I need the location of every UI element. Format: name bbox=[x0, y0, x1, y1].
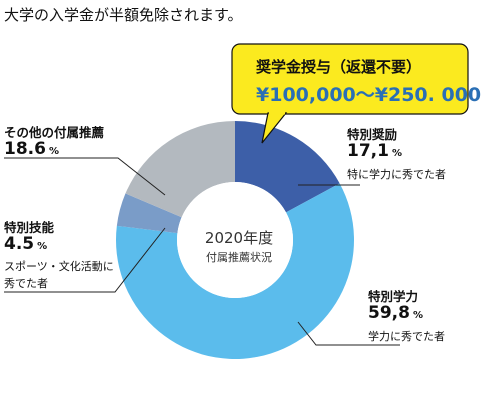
desc-tokubetsu-gakuryoku: 学力に秀でた者 bbox=[368, 330, 445, 343]
leader-sonota bbox=[4, 157, 166, 196]
slice-tokubetsu-gakuryoku bbox=[116, 183, 354, 359]
desc-tokubetsu-shorei: 特に学力に秀でた者 bbox=[347, 168, 446, 181]
value-tokubetsu-ginou: 4.5% bbox=[4, 234, 48, 254]
donut-hole bbox=[177, 182, 293, 298]
callout-rect bbox=[231, 43, 469, 115]
leader-tokubetsu-ginou bbox=[4, 227, 166, 293]
callout-amount: ¥100,000〜¥250. 000 bbox=[256, 84, 482, 106]
slice-sonota bbox=[125, 121, 235, 218]
leader-lines bbox=[4, 157, 400, 346]
center-year-label: 2020年度 bbox=[204, 229, 274, 247]
label-tokubetsu-gakuryoku: 特別学力 bbox=[368, 289, 419, 304]
chart-slices bbox=[116, 121, 354, 359]
label-tokubetsu-shorei: 特別奨励 bbox=[347, 127, 398, 142]
desc-tokubetsu-ginou: スポーツ・文化活動に 秀でた者 bbox=[4, 260, 114, 290]
value-tokubetsu-gakuryoku: 59,8% bbox=[368, 303, 423, 323]
callout-title: 奨学金授与（返還不要） bbox=[256, 58, 422, 76]
callout-box bbox=[231, 43, 469, 144]
label-tokubetsu-ginou: 特別技能 bbox=[4, 220, 55, 235]
value-sonota: 18.6% bbox=[4, 139, 59, 159]
slice-tokubetsu-ginou bbox=[116, 193, 182, 234]
slice-tokubetsu-shorei bbox=[235, 121, 340, 213]
center-subtitle: 付属推薦状況 bbox=[206, 251, 272, 264]
value-tokubetsu-shorei: 17,1% bbox=[347, 141, 402, 161]
leader-tokubetsu-gakuryoku bbox=[297, 321, 400, 346]
label-sonota: その他の付属推薦 bbox=[4, 125, 105, 140]
page-title: 大学の入学金が半額免除されます。 bbox=[4, 6, 243, 24]
